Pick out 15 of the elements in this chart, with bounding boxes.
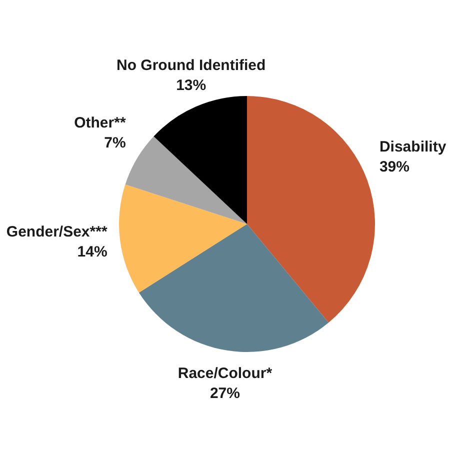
pie-slice xyxy=(154,96,247,224)
slice-label: Other** xyxy=(74,114,126,132)
pie-slice xyxy=(138,224,329,352)
data-label: 27% xyxy=(210,385,240,402)
pie-slice xyxy=(125,136,247,224)
data-label: 13% xyxy=(176,76,206,94)
slice-label: Disability xyxy=(379,138,447,156)
pie-slice xyxy=(247,96,375,323)
data-label: 39% xyxy=(379,158,410,176)
slice-label: No Ground Identified xyxy=(116,56,266,74)
slice-label: Gender/Sex*** xyxy=(6,224,108,241)
slice-label: Race/Colour* xyxy=(178,365,272,382)
data-label: 14% xyxy=(77,244,108,261)
data-label: 7% xyxy=(104,134,126,152)
pie-slice xyxy=(119,184,247,293)
